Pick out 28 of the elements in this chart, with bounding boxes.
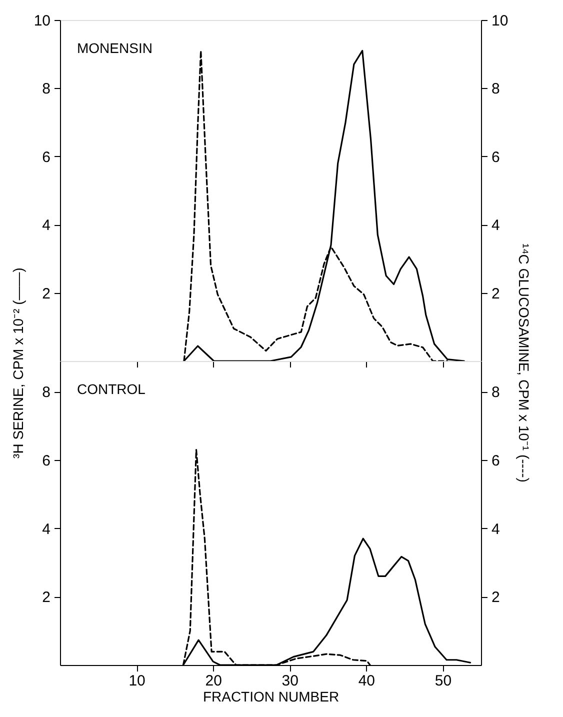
y2-tick-label: 4: [492, 217, 500, 234]
y2-tick-label: 6: [492, 452, 500, 470]
y-tick-label: 4: [42, 520, 50, 538]
x-tick-label: 10: [128, 672, 146, 690]
y-tick-label: 4: [42, 217, 50, 234]
x-tick-label: 20: [205, 672, 222, 690]
y2-tick-label: 8: [492, 80, 500, 98]
y2-tick-label: 8: [492, 384, 500, 402]
y-tick-label: 6: [42, 148, 50, 166]
y-tick-label: 2: [42, 589, 50, 606]
annotation: MONENSIN: [77, 40, 152, 56]
y2-tick-label: 6: [492, 148, 500, 166]
y-axis-title: ³H SERINE, CPM x 10⁻² (——): [10, 268, 26, 458]
y-tick-label: 6: [42, 452, 50, 470]
x-tick-label: 50: [434, 672, 452, 690]
y2-tick-label: 2: [492, 589, 500, 606]
y-tick-label: 2: [42, 285, 50, 302]
x-axis-title: FRACTION NUMBER: [202, 688, 340, 704]
x-tick-label: 40: [358, 672, 376, 690]
x-tick-label: 30: [282, 672, 298, 690]
annotation: CONTROL: [77, 381, 146, 397]
y-tick-label: 8: [42, 384, 50, 402]
y2-tick-label: 10: [492, 12, 508, 30]
y2-tick-label: 2: [492, 285, 500, 302]
y2-axis-title: ¹⁴C GLUCOSAMINE, CPM x 10⁻¹ (----): [516, 244, 532, 482]
y-tick-label: 8: [42, 80, 50, 98]
y-tick-label: 10: [34, 12, 50, 30]
y2-tick-label: 4: [492, 520, 500, 538]
